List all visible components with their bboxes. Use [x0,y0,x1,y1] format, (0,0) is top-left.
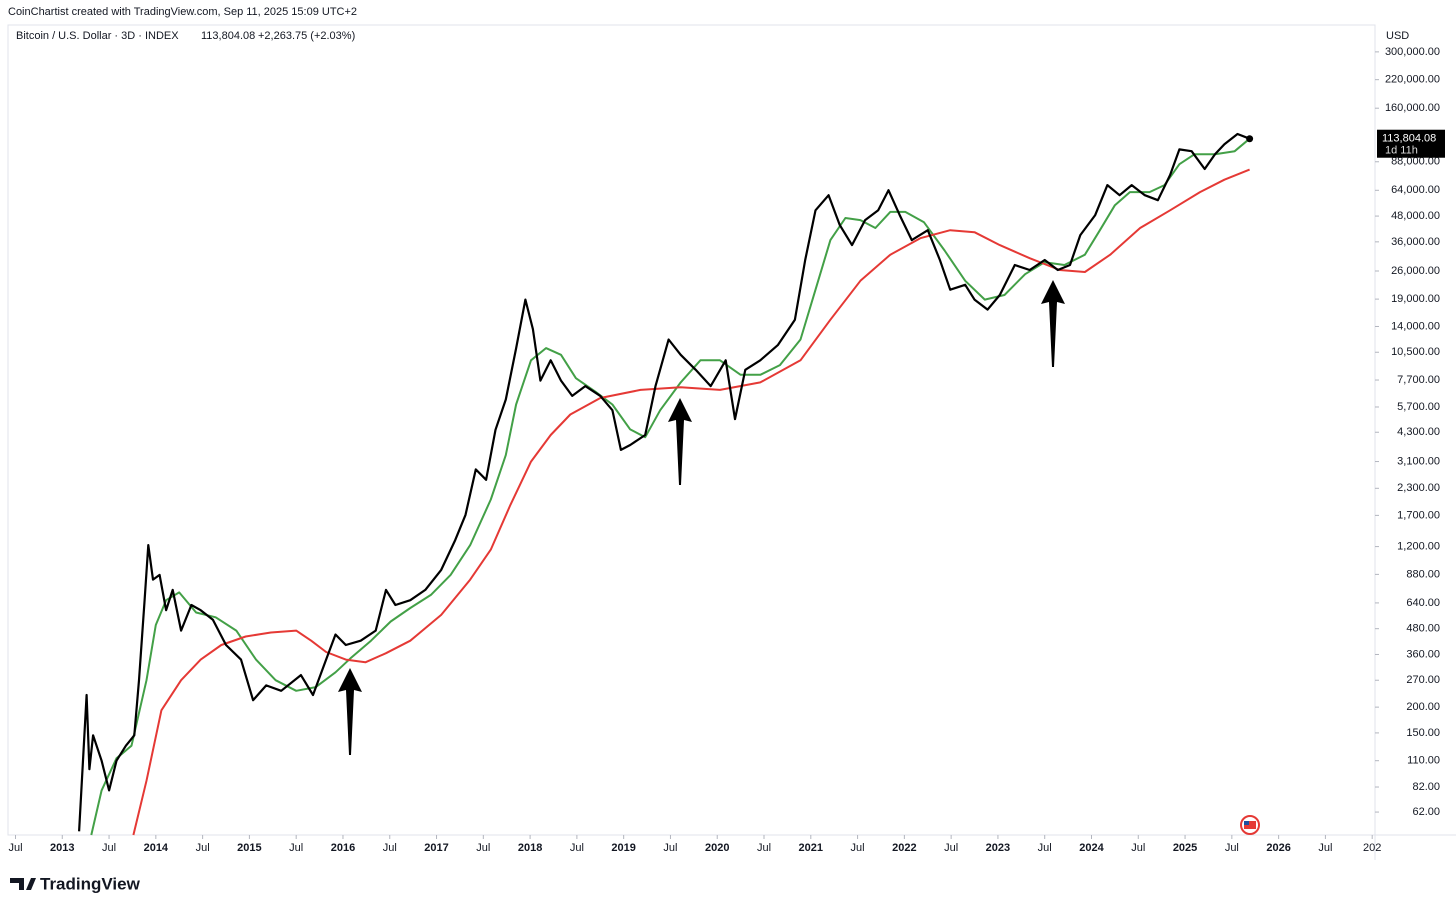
y-tick-label: 270.00 [1406,674,1440,686]
y-tick-label: 5,700.00 [1397,401,1440,413]
countdown: 1d 11h [1385,145,1418,157]
x-tick-label: Jul [476,842,490,854]
x-tick-label: 2017 [424,842,448,854]
y-tick-label: 480.00 [1406,623,1440,635]
series-line [132,168,1250,836]
y-tick-label: 19,000.00 [1391,293,1440,305]
x-tick-label: Jul [196,842,210,854]
y-tick-label: 26,000.00 [1391,265,1440,277]
change: +2,263.75 (+2.03%) [258,30,355,42]
x-tick-label: 2026 [1266,842,1290,854]
x-tick-label: 2022 [892,842,916,854]
x-tick-label: 2025 [1173,842,1197,854]
last-point [1246,135,1254,143]
arrow [338,668,362,755]
x-tick-label: 2013 [50,842,74,854]
x-tick-label: 2015 [237,842,261,854]
series-line [78,132,1250,832]
x-tick-label: Jul [1225,842,1239,854]
symbol: Bitcoin / U.S. Dollar · 3D · INDEX [16,30,179,42]
x-tick-label: Jul [1318,842,1332,854]
y-tick-label: 200.00 [1406,701,1440,713]
x-tick-label: 2014 [144,842,169,854]
y-tick-label: 36,000.00 [1391,236,1440,248]
y-tick-label: 3,100.00 [1397,455,1440,467]
credit: CoinChartist created with TradingView.co… [8,6,357,18]
y-tick-label: 880.00 [1406,568,1440,580]
x-tick-label: Jul [570,842,584,854]
y-tick-label: 1,200.00 [1397,540,1440,552]
price-tag [1377,129,1445,158]
y-tick-label: 14,000.00 [1391,320,1440,332]
plot-frame [7,24,1376,836]
x-tick-label: Jul [757,842,771,854]
y-tick-label: 10,500.00 [1391,346,1440,358]
logo: TradingView [10,874,141,893]
y-tick-label: 88,000.00 [1391,156,1440,168]
brand: TradingView [40,874,141,893]
x-tick-label: 2023 [986,842,1010,854]
y-tick-label: 48,000.00 [1391,210,1440,222]
y-tick-label: 64,000.00 [1391,184,1440,196]
x-tick-label: 2016 [331,842,355,854]
series-line [90,137,1251,836]
x-tick-label: 2020 [705,842,729,854]
arrow [668,398,692,485]
y-tick-label: 110.00 [1407,755,1440,767]
x-tick-label: Jul [102,842,116,854]
x-tick-label: Jul [8,842,22,854]
x-tick-label: 2018 [518,842,542,854]
x-tick-label: Jul [663,842,677,854]
x-tick-label: Jul [851,842,865,854]
y-tick-label: 150.00 [1406,727,1440,739]
price-tag-label: 113,804.08 [1382,133,1436,145]
arrow [1041,280,1065,367]
x-tick-label: Jul [1038,842,1052,854]
flag-icon [1240,815,1260,835]
x-tick-label: Jul [944,842,958,854]
y-tick-label: 300,000.00 [1385,46,1440,58]
x-tick-label: 2019 [611,842,635,854]
y-tick-label: 82.00 [1412,781,1440,793]
x-tick-label: 202 [1363,842,1381,854]
y-tick-label: 360.00 [1406,648,1440,660]
x-tick-label: Jul [1131,842,1145,854]
y-tick-label: 7,700.00 [1397,374,1440,386]
y-tick-label: 160,000.00 [1385,102,1440,114]
y-tick-label: 2,300.00 [1397,482,1440,494]
x-tick-label: Jul [289,842,303,854]
y-tick-label: 62.00 [1412,806,1440,818]
x-tick-label: 2024 [1079,842,1104,854]
y-tick-label: 4,300.00 [1397,426,1440,438]
price: 113,804.08 [201,30,255,42]
x-tick-label: 2021 [799,842,823,854]
currency: USD [1386,30,1409,42]
y-tick-label: 640.00 [1406,597,1440,609]
arrows [338,280,1065,755]
y-tick-label: 220,000.00 [1385,74,1440,86]
x-tick-label: Jul [383,842,397,854]
y-tick-label: 1,700.00 [1397,509,1440,521]
